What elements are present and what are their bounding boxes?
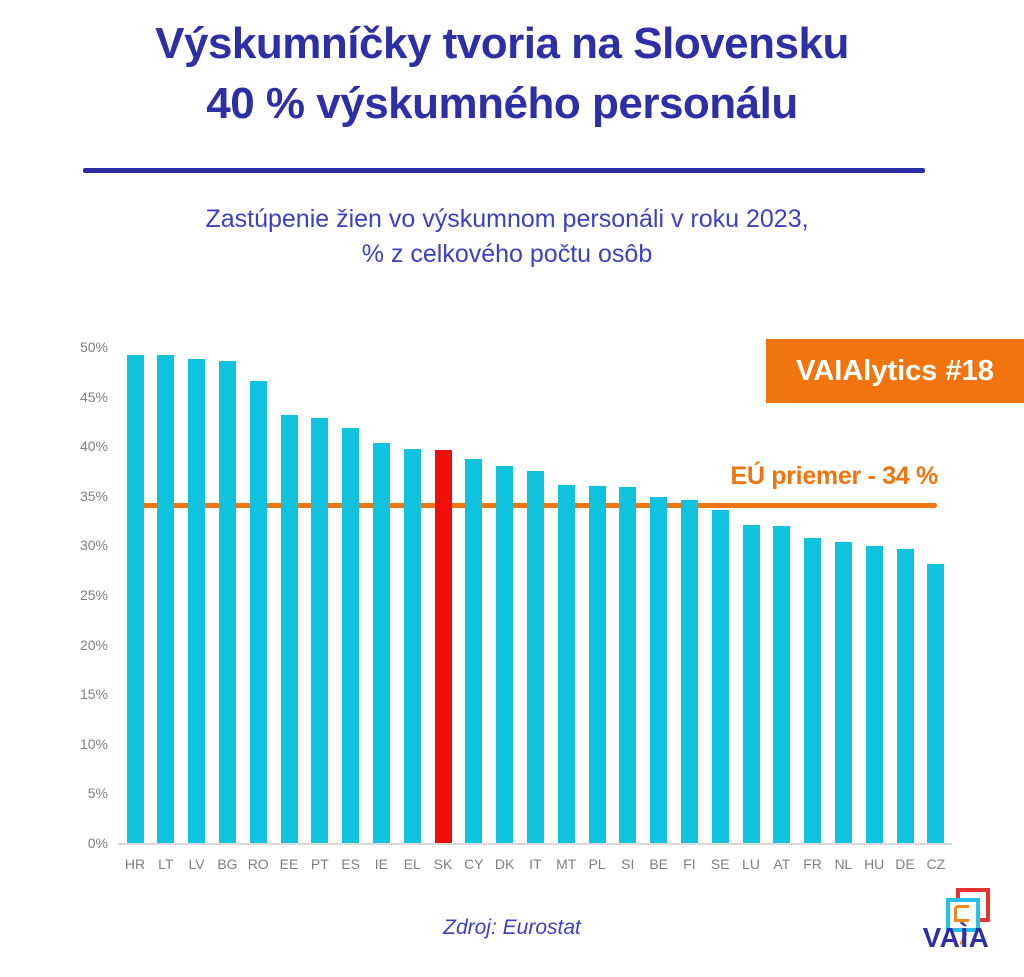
- x-label-SK: SK: [433, 856, 453, 872]
- bar-EL: [403, 449, 421, 843]
- bar-CY: [465, 459, 483, 843]
- bar-IT: [526, 471, 544, 843]
- x-label-LU: LU: [742, 856, 760, 872]
- x-label-BE: BE: [649, 856, 668, 872]
- x-label-CY: CY: [464, 856, 484, 872]
- y-tick-40: 40%: [79, 438, 108, 455]
- bar-PL: [588, 485, 606, 843]
- bar-BG: [218, 360, 236, 843]
- x-label-FI: FI: [683, 856, 696, 872]
- bar-FI: [680, 499, 698, 843]
- page-title: Výskumníčky tvoria na Slovensku 40 % výs…: [0, 14, 1004, 134]
- x-label-IE: IE: [374, 856, 388, 872]
- bar-LU: [742, 524, 760, 843]
- edition-badge: VAIAlytics #18: [766, 339, 1024, 403]
- bar-AT: [773, 525, 791, 843]
- chart-subtitle: Zastúpenie žien vo výskumnom personáli v…: [0, 202, 1014, 272]
- bar-ES: [342, 428, 360, 843]
- y-tick-50: 50%: [79, 339, 108, 355]
- x-label-EE: EE: [279, 856, 299, 872]
- logo-orange-bracket-icon: [954, 905, 969, 922]
- bar-SI: [619, 486, 637, 843]
- x-label-SI: SI: [621, 856, 635, 872]
- bar-MT: [557, 484, 575, 843]
- x-label-SE: SE: [710, 856, 730, 872]
- x-axis-line: [118, 843, 952, 845]
- y-tick-10: 10%: [79, 735, 108, 752]
- bar-IE: [372, 443, 390, 843]
- y-tick-30: 30%: [79, 537, 108, 554]
- x-label-PL: PL: [588, 856, 606, 872]
- vaia-logo: VAÌA: [916, 880, 1020, 960]
- bar-DK: [496, 466, 514, 843]
- subtitle-line-2: % z celkového počtu osôb: [361, 240, 653, 268]
- x-label-DE: DE: [895, 856, 915, 872]
- x-label-EL: EL: [403, 856, 421, 872]
- logo-cyan-square-icon: [946, 898, 980, 932]
- y-tick-5: 5%: [87, 785, 108, 802]
- bar-DE: [896, 549, 914, 843]
- bar-BE: [650, 496, 668, 843]
- x-label-HU: HU: [864, 856, 885, 872]
- y-tick-45: 45%: [79, 388, 108, 405]
- x-label-HR: HR: [124, 856, 146, 872]
- x-label-FR: FR: [803, 856, 822, 872]
- bar-EE: [280, 415, 298, 843]
- x-label-PT: PT: [310, 856, 329, 872]
- x-label-BG: BG: [217, 856, 238, 872]
- title-line-1: Výskumníčky tvoria na Slovensku: [155, 19, 849, 68]
- x-label-ES: ES: [341, 856, 360, 872]
- subtitle-line-1: Zastúpenie žien vo výskumnom personáli v…: [205, 205, 809, 233]
- source-note: Zdroj: Eurostat: [443, 916, 581, 939]
- x-label-LV: LV: [188, 856, 205, 872]
- logo-wordmark: VAÌA: [922, 922, 990, 953]
- y-tick-25: 25%: [79, 587, 108, 603]
- y-tick-20: 20%: [79, 636, 108, 653]
- bar-SE: [711, 509, 729, 843]
- bar-FR: [804, 538, 822, 843]
- x-label-AT: AT: [773, 856, 791, 872]
- x-label-CZ: CZ: [926, 856, 946, 872]
- bar-LV: [188, 358, 206, 843]
- bar-CZ: [927, 564, 945, 843]
- bar-NL: [834, 542, 852, 843]
- eu-average-label: EÚ priemer - 34 %: [730, 462, 939, 490]
- x-label-MT: MT: [556, 856, 577, 872]
- bar-HU: [865, 546, 883, 843]
- bar-HR: [126, 354, 144, 843]
- bar-SK: [434, 450, 452, 843]
- bar-PT: [311, 418, 329, 843]
- x-label-NL: NL: [834, 856, 853, 872]
- x-label-LT: LT: [158, 856, 174, 872]
- bar-LT: [157, 354, 175, 843]
- title-divider: [83, 168, 925, 173]
- x-label-DK: DK: [494, 856, 515, 872]
- title-line-2: 40 % výskumného personálu: [206, 79, 798, 128]
- y-tick-35: 35%: [79, 487, 108, 504]
- bar-RO: [249, 380, 267, 843]
- x-label-IT: IT: [529, 856, 542, 872]
- x-label-RO: RO: [247, 856, 269, 872]
- y-tick-0: 0%: [87, 835, 108, 851]
- y-tick-15: 15%: [79, 686, 108, 703]
